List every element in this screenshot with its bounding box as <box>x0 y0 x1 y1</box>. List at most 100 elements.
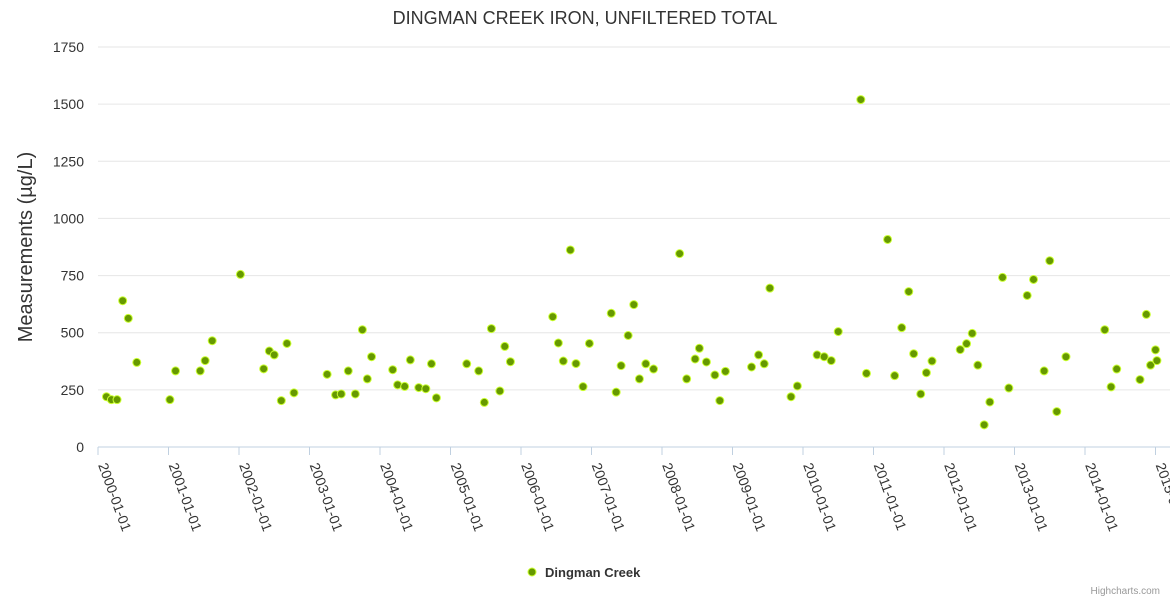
data-point[interactable] <box>973 360 983 370</box>
data-point[interactable] <box>367 352 377 362</box>
data-point[interactable] <box>890 371 900 381</box>
data-point[interactable] <box>754 350 764 360</box>
data-point[interactable] <box>1135 375 1145 385</box>
data-point[interactable] <box>578 382 588 392</box>
data-point[interactable] <box>479 397 489 407</box>
data-point[interactable] <box>405 355 415 365</box>
data-point[interactable] <box>565 245 575 255</box>
data-point[interactable] <box>571 359 581 369</box>
data-point[interactable] <box>1039 366 1049 376</box>
data-point[interactable] <box>606 308 616 318</box>
data-point[interactable] <box>495 386 505 396</box>
data-point[interactable] <box>269 350 279 360</box>
data-point[interactable] <box>400 381 410 391</box>
data-point[interactable] <box>584 338 594 348</box>
data-point[interactable] <box>786 392 796 402</box>
data-point[interactable] <box>909 349 919 359</box>
data-point[interactable] <box>431 393 441 403</box>
data-point[interactable] <box>1112 364 1122 374</box>
data-point[interactable] <box>623 330 633 340</box>
data-point[interactable] <box>421 384 431 394</box>
data-point[interactable] <box>955 345 965 355</box>
data-point[interactable] <box>710 370 720 380</box>
data-point[interactable] <box>897 323 907 333</box>
data-point[interactable] <box>634 374 644 384</box>
data-point[interactable] <box>904 287 914 297</box>
data-point[interactable] <box>649 364 659 374</box>
data-point[interactable] <box>343 366 353 376</box>
data-point[interactable] <box>819 352 829 362</box>
data-point[interactable] <box>112 395 122 405</box>
data-point[interactable] <box>856 95 866 105</box>
data-point[interactable] <box>616 361 626 371</box>
data-point[interactable] <box>826 356 836 366</box>
data-point[interactable] <box>967 328 977 338</box>
data-point[interactable] <box>962 339 972 349</box>
data-point[interactable] <box>701 357 711 367</box>
data-point[interactable] <box>611 387 621 397</box>
data-point[interactable] <box>1052 407 1062 417</box>
data-point[interactable] <box>276 396 286 406</box>
data-point[interactable] <box>1045 256 1055 266</box>
data-point[interactable] <box>235 269 245 279</box>
data-point[interactable] <box>322 369 332 379</box>
data-point[interactable] <box>916 389 926 399</box>
data-point[interactable] <box>1029 274 1039 284</box>
data-point[interactable] <box>486 324 496 334</box>
data-point[interactable] <box>1022 290 1032 300</box>
data-point[interactable] <box>336 389 346 399</box>
legend-item-dingman-creek[interactable]: Dingman Creek <box>545 565 641 580</box>
data-point[interactable] <box>1061 352 1071 362</box>
data-point[interactable] <box>1141 309 1151 319</box>
data-point[interactable] <box>765 283 775 293</box>
data-point[interactable] <box>792 381 802 391</box>
data-point[interactable] <box>682 374 692 384</box>
data-point[interactable] <box>195 366 205 376</box>
credits-link[interactable]: Highcharts.com <box>1091 586 1160 597</box>
data-point[interactable] <box>289 388 299 398</box>
data-point[interactable] <box>426 359 436 369</box>
data-point[interactable] <box>548 312 558 322</box>
data-point[interactable] <box>759 359 769 369</box>
data-point[interactable] <box>123 313 133 323</box>
data-point[interactable] <box>1146 360 1156 370</box>
data-point[interactable] <box>694 343 704 353</box>
data-point[interactable] <box>1151 345 1160 355</box>
data-point[interactable] <box>690 354 700 364</box>
data-point[interactable] <box>641 359 651 369</box>
data-point[interactable] <box>282 338 292 348</box>
data-point[interactable] <box>715 396 725 406</box>
data-point[interactable] <box>474 366 484 376</box>
data-point[interactable] <box>350 389 360 399</box>
data-point[interactable] <box>553 338 563 348</box>
legend[interactable]: Dingman Creek <box>527 565 641 580</box>
data-point[interactable] <box>165 395 175 405</box>
data-point[interactable] <box>1106 382 1116 392</box>
data-point[interactable] <box>357 325 367 335</box>
data-point[interactable] <box>1152 356 1162 366</box>
data-point[interactable] <box>675 249 685 259</box>
data-point[interactable] <box>171 366 181 376</box>
data-point[interactable] <box>200 356 210 366</box>
data-point[interactable] <box>861 368 871 378</box>
data-point[interactable] <box>558 356 568 366</box>
data-point[interactable] <box>132 357 142 367</box>
data-point[interactable] <box>883 234 893 244</box>
data-point[interactable] <box>921 368 931 378</box>
data-point[interactable] <box>505 357 515 367</box>
data-point[interactable] <box>259 364 269 374</box>
data-point[interactable] <box>118 296 128 306</box>
data-point[interactable] <box>388 365 398 375</box>
data-point[interactable] <box>998 272 1008 282</box>
data-point[interactable] <box>462 359 472 369</box>
data-point[interactable] <box>1004 383 1014 393</box>
data-point[interactable] <box>362 374 372 384</box>
data-point[interactable] <box>985 397 995 407</box>
data-point[interactable] <box>833 327 843 337</box>
data-point[interactable] <box>979 420 989 430</box>
data-point[interactable] <box>629 300 639 310</box>
data-point[interactable] <box>207 336 217 346</box>
data-point[interactable] <box>720 366 730 376</box>
data-point[interactable] <box>747 362 757 372</box>
data-point[interactable] <box>500 341 510 351</box>
